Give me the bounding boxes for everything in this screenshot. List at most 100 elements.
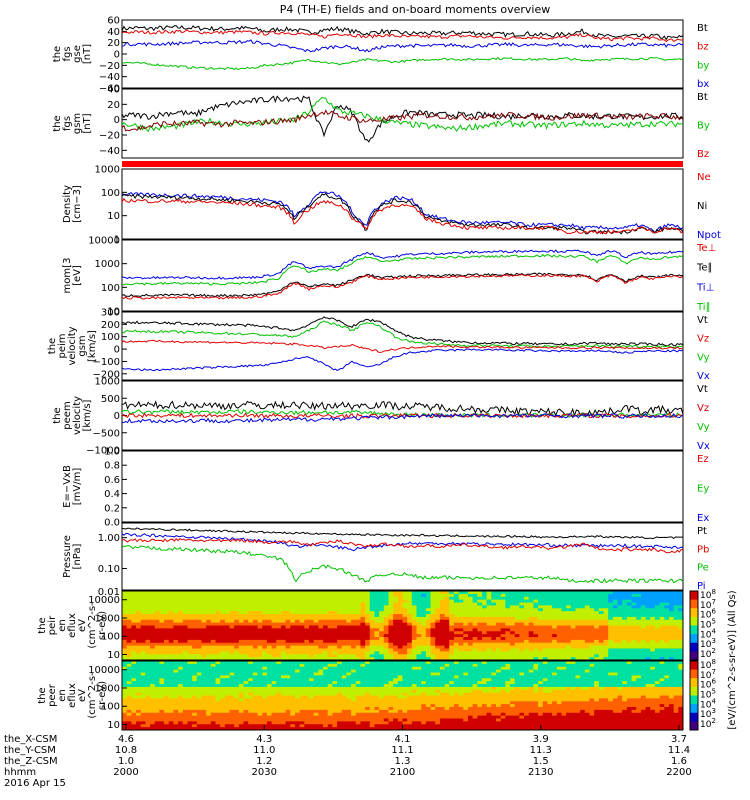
heatmap-cell (533, 591, 539, 595)
heatmap-cell (210, 642, 216, 647)
heatmap-cell (238, 669, 245, 674)
heatmap-cell (425, 599, 432, 604)
heatmap-cell (439, 698, 446, 702)
heatmap-cell (360, 661, 366, 665)
heatmap-cell (486, 701, 492, 705)
heatmap-cell (449, 661, 455, 665)
heatmap-cell (187, 721, 193, 725)
heatmap-cell (276, 596, 282, 601)
heatmap-cell (631, 648, 637, 652)
heatmap-cell (472, 628, 478, 632)
heatmap-cell (421, 704, 427, 708)
heatmap-cell (178, 695, 184, 699)
heatmap-cell (589, 596, 595, 601)
heatmap-cell (140, 675, 146, 679)
heatmap-cell (136, 628, 142, 632)
heatmap-cell (168, 709, 174, 714)
heatmap-cell (173, 678, 179, 682)
heatmap-cell (257, 669, 263, 674)
heatmap-cell (355, 642, 361, 647)
y-tick-label: 0.4 (104, 489, 120, 500)
heatmap-cell (122, 645, 128, 650)
heatmap-cell (182, 602, 188, 606)
heatmap-cell (122, 628, 128, 632)
heatmap-cell (299, 715, 305, 720)
heatmap-cell (346, 605, 352, 609)
heatmap-cell (407, 599, 413, 604)
heatmap-cell (411, 654, 418, 658)
heatmap-cell (332, 648, 338, 652)
heatmap-cell (159, 639, 165, 644)
heatmap-cell (561, 625, 567, 629)
series-line-Bz (121, 109, 684, 132)
heatmap-cell (458, 637, 464, 641)
heatmap-cell (285, 701, 291, 705)
heatmap-cell (430, 634, 436, 638)
heatmap-cell (341, 709, 347, 714)
heatmap-cell (131, 639, 137, 644)
heatmap-cell (407, 695, 413, 699)
heatmap-cell (383, 654, 389, 658)
heatmap-cell (584, 637, 590, 641)
heatmap-cell (467, 692, 474, 697)
heatmap-cell (463, 689, 469, 694)
heatmap-cell (238, 642, 245, 647)
heatmap-cell (374, 704, 380, 708)
heatmap-cell (192, 645, 198, 650)
heatmap-cell (262, 605, 268, 609)
heatmap-cell (383, 707, 389, 711)
heatmap-cell (168, 637, 174, 641)
heatmap-cell (631, 593, 637, 598)
heatmap-cell (229, 698, 235, 702)
heatmap-cell (210, 666, 216, 671)
heatmap-cell (444, 645, 450, 650)
heatmap-cell (416, 631, 422, 635)
heatmap-cell (257, 634, 263, 638)
heatmap-cell (552, 602, 558, 606)
heatmap-cell (383, 724, 389, 728)
heatmap-cell (528, 639, 534, 644)
heatmap-cell (341, 648, 347, 652)
heatmap-cell (168, 718, 174, 722)
heatmap-cell (164, 698, 170, 702)
heatmap-cell (407, 616, 413, 621)
heatmap-cell (397, 669, 403, 674)
heatmap-cell (145, 599, 151, 604)
heatmap-cell (201, 709, 207, 714)
heatmap-cell (472, 686, 478, 691)
heatmap-cell (533, 614, 539, 618)
heatmap-cell (584, 614, 590, 618)
heatmap-cell (547, 634, 553, 638)
heatmap-cell (594, 628, 600, 632)
heatmap-cell (294, 721, 301, 725)
heatmap-cell (416, 698, 422, 702)
heatmap-cell (196, 611, 202, 615)
heatmap-cell (444, 709, 450, 714)
heatmap-cell (234, 718, 240, 722)
heatmap-cell (173, 625, 179, 629)
heatmap-cell (542, 639, 548, 644)
heatmap-cell (224, 639, 231, 644)
heatmap-cell (182, 666, 188, 671)
heatmap-cell (201, 639, 207, 644)
heatmap-cell (435, 695, 441, 699)
heatmap-cell (276, 611, 282, 615)
heatmap-cell (131, 608, 137, 612)
heatmap-cell (654, 593, 661, 598)
heatmap-cell (570, 648, 576, 652)
heatmap-cell (411, 599, 418, 604)
heatmap-cell (206, 684, 212, 688)
heatmap-cell (323, 591, 329, 595)
heatmap-cell (636, 616, 642, 621)
heatmap-cell (472, 675, 478, 679)
heatmap-cell (383, 678, 389, 682)
heatmap-cell (603, 616, 609, 621)
heatmap-cell (280, 698, 287, 702)
heatmap-cell (374, 614, 380, 618)
heatmap-cell (351, 611, 357, 615)
heatmap-cell (365, 645, 371, 650)
panel-frame (121, 168, 684, 240)
heatmap-cell (280, 622, 287, 627)
heatmap-cell (467, 718, 474, 722)
